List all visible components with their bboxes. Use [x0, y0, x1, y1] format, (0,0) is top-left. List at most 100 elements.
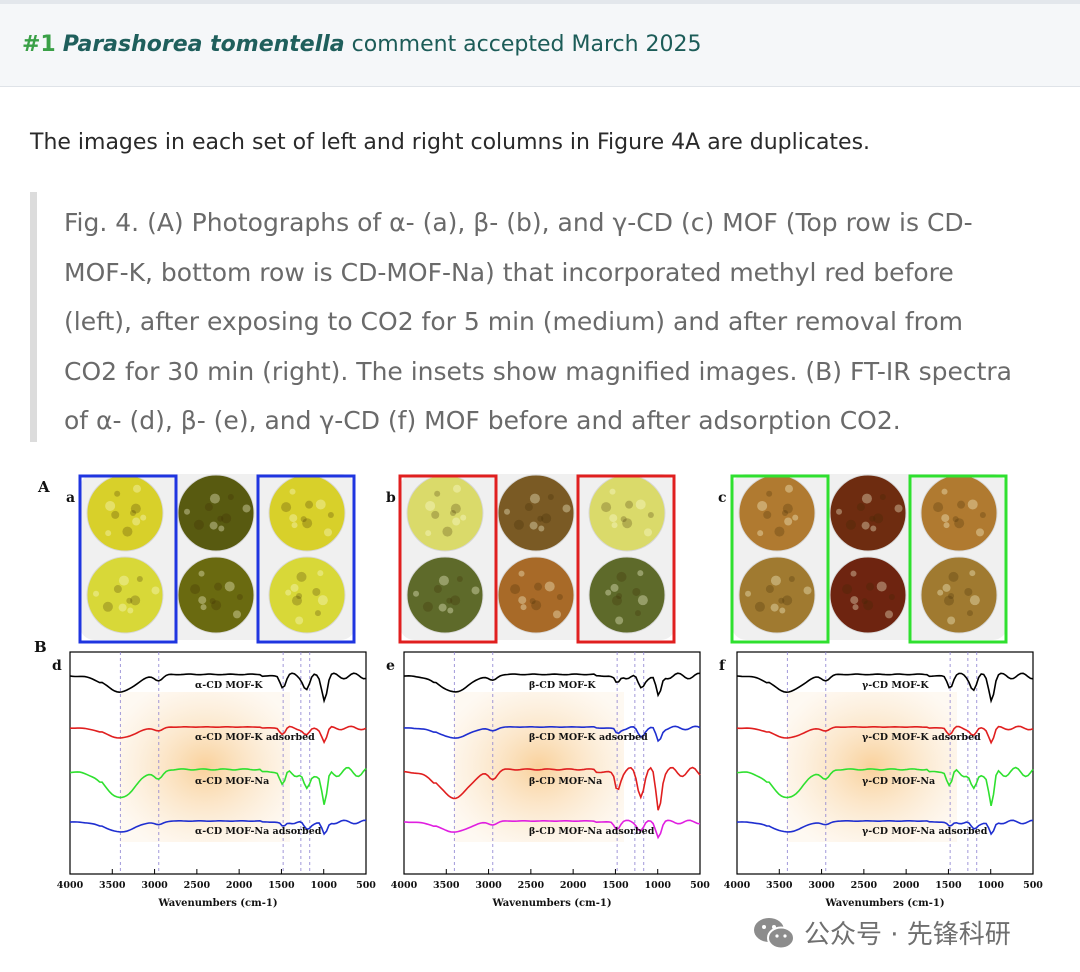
texture-speck	[130, 510, 136, 516]
petri-dish-c-r1c1	[738, 474, 816, 552]
spectrum-line-e-1	[403, 672, 701, 698]
texture-speck	[779, 607, 786, 614]
series-label-d-2: α-CD MOF-K adsorbed	[195, 732, 315, 743]
wechat-icon	[754, 918, 795, 950]
figure-caption-text: Fig. 4. (A) Photographs of α- (a), β- (b…	[64, 208, 1012, 435]
glow-region-e	[454, 692, 624, 842]
texture-speck	[611, 595, 622, 606]
texture-speck	[866, 582, 875, 591]
texture-speck	[130, 503, 141, 514]
texture-speck	[967, 499, 978, 510]
figure-4-graphic: A Ba b c d α-CD MOF-K α-CD MOF-K adsorbed α-CD …	[34, 474, 1043, 909]
highlight-box-left-c	[730, 474, 830, 644]
plot-frame-e	[403, 651, 701, 875]
texture-speck	[242, 504, 251, 513]
x-tick-label-f-6: 1000	[977, 880, 1004, 891]
x-tick-label-e-7: 500	[690, 880, 710, 891]
texture-speck	[552, 610, 561, 619]
texture-speck	[442, 526, 453, 537]
texture-speck	[289, 488, 296, 495]
texture-speck	[504, 508, 511, 515]
highlight-box-right-b	[576, 474, 676, 644]
watermark-text: 公众号 · 先锋科研	[804, 920, 1011, 950]
texture-speck	[765, 585, 774, 594]
texture-speck	[327, 511, 334, 518]
series-label-f-3: γ-CD MOF-Na	[862, 776, 935, 787]
texture-speck	[609, 488, 616, 495]
texture-speck	[562, 504, 571, 513]
texture-speck	[803, 586, 812, 595]
texture-speck	[643, 528, 652, 537]
texture-speck	[948, 571, 959, 582]
texture-speck	[317, 570, 324, 577]
texture-speck	[105, 530, 112, 537]
texture-speck	[312, 587, 321, 596]
texture-speck	[452, 517, 461, 526]
x-tick-label-d-0: 4000	[57, 880, 84, 891]
texture-speck	[852, 604, 859, 611]
texture-speck	[845, 519, 856, 530]
texture-speck	[513, 519, 524, 530]
x-tick-label-e-3: 2500	[518, 880, 545, 891]
texture-speck	[126, 597, 133, 604]
texture-speck	[93, 590, 100, 597]
comment-title[interactable]: #1 Parashorea tomentella comment accepte…	[22, 32, 702, 57]
panel-label-c: c	[718, 490, 727, 506]
texture-speck	[518, 570, 525, 577]
petri-dish-c-r2c3	[920, 556, 998, 634]
texture-speck	[314, 610, 321, 617]
label-A: A	[37, 478, 50, 496]
plot-frame-d	[69, 651, 367, 875]
petri-dish-b-r2c1	[406, 556, 484, 634]
panel-label-e: e	[386, 658, 395, 674]
spectrum-line-e-2	[404, 725, 701, 743]
highlight-box-left-a	[78, 474, 178, 644]
texture-speck	[610, 583, 619, 592]
texture-speck	[964, 587, 973, 596]
x-tick-label-d-7: 500	[356, 880, 376, 891]
texture-speck	[647, 511, 654, 518]
texture-speck	[637, 570, 644, 577]
texture-speck	[209, 598, 216, 605]
texture-speck	[450, 510, 456, 516]
texture-speck	[788, 575, 795, 582]
highlight-box-right-c	[908, 474, 1008, 644]
texture-speck	[620, 516, 627, 523]
texture-speck	[224, 581, 235, 592]
texture-speck	[556, 593, 563, 600]
petri-dish-b-r1c1	[406, 474, 484, 552]
texture-speck	[450, 595, 461, 606]
texture-speck	[763, 510, 772, 519]
panel-label-d: d	[52, 658, 62, 674]
texture-speck	[634, 610, 641, 617]
texture-speck	[136, 575, 143, 582]
comment-number: #1	[22, 32, 56, 57]
x-tick-label-e-2: 3000	[475, 880, 502, 891]
texture-speck	[547, 493, 554, 500]
x-tick-label-d-1: 3500	[99, 880, 126, 891]
texture-speck	[151, 586, 160, 595]
texture-speck	[214, 582, 223, 591]
texture-speck	[105, 500, 116, 511]
series-label-e-4: β-CD MOF-Na adsorbed	[529, 826, 655, 837]
top-rule	[0, 0, 1080, 4]
watermark: 公众号 · 先锋科研	[752, 912, 1052, 952]
texture-speck	[323, 528, 332, 537]
texture-speck	[198, 570, 205, 577]
texture-speck	[218, 525, 225, 532]
series-label-f-4: γ-CD MOF-Na adsorbed	[862, 826, 988, 837]
texture-speck	[784, 517, 793, 526]
texture-speck	[969, 570, 976, 577]
series-label-d-1: α-CD MOF-K	[195, 680, 263, 691]
texture-speck	[236, 593, 243, 600]
texture-speck	[291, 595, 302, 606]
glow-region-f	[787, 692, 957, 842]
spectrum-line-e-4	[403, 819, 701, 840]
texture-speck	[637, 595, 648, 606]
texture-speck	[616, 571, 627, 582]
texture-speck	[296, 571, 307, 582]
texture-speck	[850, 570, 857, 577]
x-tick-label-f-3: 2500	[851, 880, 878, 891]
texture-speck	[102, 601, 113, 612]
texture-speck	[217, 515, 224, 522]
